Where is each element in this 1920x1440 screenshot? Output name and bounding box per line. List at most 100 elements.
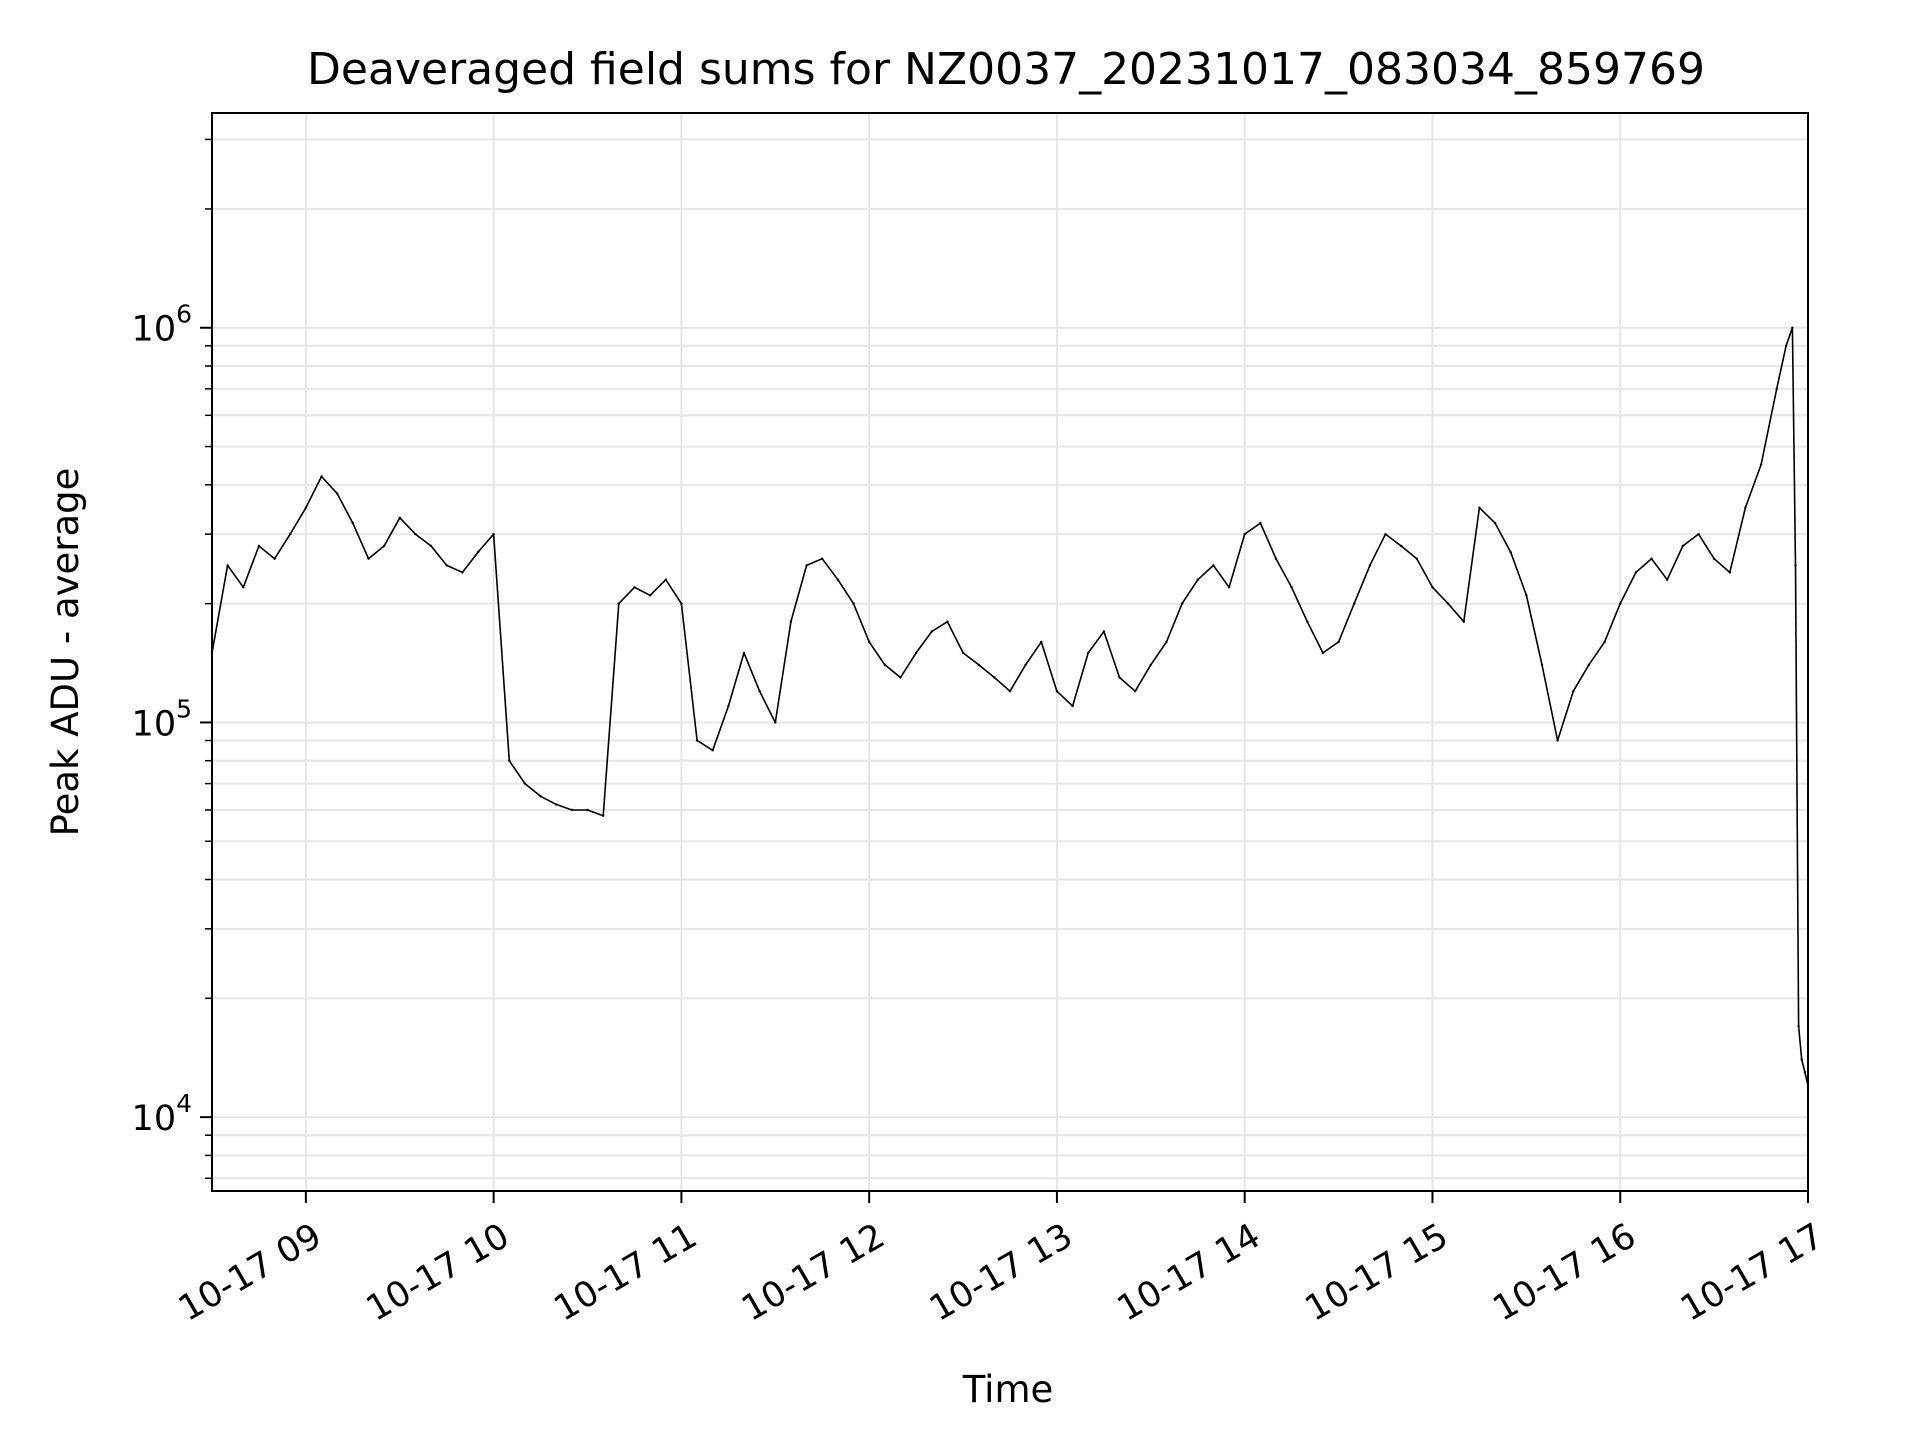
data-point	[899, 676, 902, 679]
data-point	[273, 557, 276, 560]
data-point	[1462, 620, 1466, 623]
data-point	[1087, 651, 1090, 655]
x-tick-label: 10-17 10	[360, 1216, 516, 1329]
data-point	[1071, 704, 1074, 708]
x-tick-label: 10-17 12	[735, 1216, 891, 1329]
data-point	[1759, 463, 1763, 466]
data-point	[852, 602, 855, 605]
data-point	[758, 690, 761, 693]
data-point	[742, 651, 746, 655]
data-point	[914, 651, 918, 655]
data-point	[1744, 506, 1747, 509]
y-tick-label: 105	[132, 694, 192, 744]
data-point	[1800, 1058, 1803, 1061]
data-point	[508, 759, 511, 762]
data-point	[539, 795, 542, 798]
grid	[212, 113, 1809, 1191]
data-point	[555, 803, 558, 806]
data-point	[1493, 521, 1497, 525]
data-point	[1212, 564, 1215, 567]
data-point	[1525, 594, 1528, 597]
data-point	[1149, 663, 1153, 666]
data-point	[1587, 663, 1591, 666]
data-point	[1619, 602, 1622, 605]
data-point	[1797, 1025, 1800, 1028]
data-point	[1650, 557, 1653, 560]
data-point	[398, 516, 401, 519]
data-point	[1134, 690, 1137, 693]
data-point	[1775, 387, 1778, 391]
data-point	[664, 578, 667, 581]
data-point	[1384, 532, 1387, 536]
data-point	[429, 544, 433, 548]
data-point	[226, 564, 229, 567]
data-point	[1791, 326, 1794, 329]
data-point	[1118, 676, 1121, 679]
data-point	[320, 475, 323, 478]
data-point	[805, 564, 808, 567]
data-point	[1572, 690, 1575, 693]
data-point	[570, 808, 574, 812]
data-point	[1321, 651, 1325, 655]
plot-frame	[211, 112, 1809, 1192]
series-line	[211, 326, 1809, 1087]
data-point	[336, 492, 339, 495]
data-point	[821, 557, 824, 560]
data-point	[1431, 586, 1434, 589]
data-point	[1603, 640, 1606, 644]
data-point	[367, 557, 370, 560]
data-point	[304, 506, 308, 509]
data-point	[1259, 521, 1262, 525]
data-point	[1712, 557, 1716, 560]
y-tick-label: 104	[132, 1089, 192, 1139]
data-point	[1400, 544, 1403, 548]
x-axis-label: Time	[962, 1368, 1054, 1411]
data-point	[711, 749, 714, 752]
data-point	[977, 663, 980, 666]
data-point	[961, 651, 965, 655]
data-point	[727, 704, 730, 708]
y-axis-label: Peak ADU - average	[44, 468, 87, 837]
data-point	[1165, 640, 1168, 644]
data-point	[1415, 557, 1419, 560]
data-point	[1803, 1071, 1807, 1074]
data-point	[993, 676, 996, 679]
data-point	[1008, 690, 1012, 693]
data-point	[1102, 630, 1106, 633]
data-point	[1478, 506, 1481, 509]
data-point	[1784, 344, 1788, 347]
data-point	[242, 586, 245, 589]
data-point	[1180, 602, 1184, 605]
data-point	[1540, 663, 1544, 666]
data-point	[1243, 532, 1246, 536]
x-tick-label: 10-17 15	[1299, 1216, 1455, 1329]
data-point	[461, 571, 464, 574]
data-point	[492, 532, 495, 536]
y-axis-ticks: 104 105 106	[132, 138, 212, 1180]
chart-title: Deaveraged field sums for NZ0037_2023101…	[307, 44, 1705, 95]
data-point	[1681, 544, 1685, 548]
x-tick-label: 10-17 14	[1111, 1216, 1267, 1329]
x-tick-label: 10-17 16	[1486, 1216, 1642, 1329]
data-point	[680, 602, 683, 605]
data-point	[868, 640, 871, 644]
data-point	[1556, 739, 1559, 742]
data-point	[883, 663, 886, 666]
data-point	[414, 532, 417, 536]
data-point	[1353, 602, 1356, 605]
data-point	[1666, 578, 1669, 581]
x-axis-ticks: 10-17 09 10-17 10 10-17 11 10-17 12 10-17 13…	[172, 1191, 1831, 1329]
data-point	[789, 620, 793, 623]
data-point	[946, 620, 949, 623]
data-point	[1040, 640, 1043, 644]
data-point	[1697, 532, 1700, 536]
data-point	[1290, 586, 1293, 589]
data-point	[836, 578, 840, 581]
data-point	[1274, 557, 1278, 560]
x-tick-label: 10-17 17	[1674, 1216, 1830, 1329]
data-point	[382, 544, 386, 548]
data-line-group	[210, 326, 1810, 1088]
data-point	[1196, 578, 1200, 581]
data-point	[1446, 602, 1450, 605]
